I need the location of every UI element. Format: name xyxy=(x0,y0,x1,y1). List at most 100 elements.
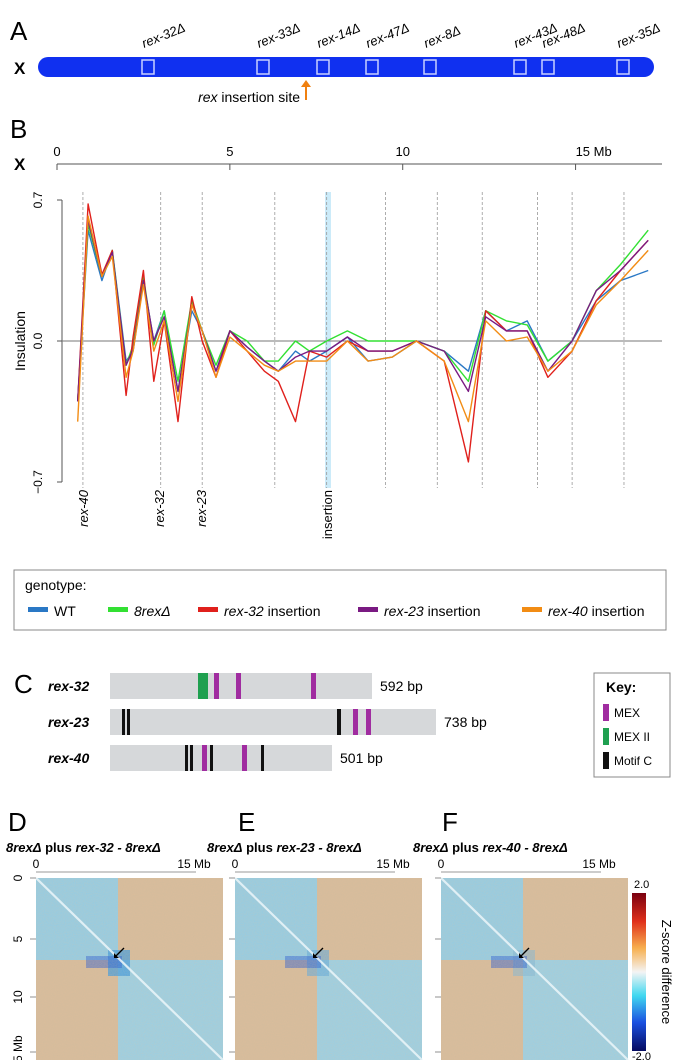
insertion-pointer-icon xyxy=(314,947,324,957)
legend-swatch xyxy=(522,607,542,612)
site-label-rex-32: rex-32 xyxy=(152,489,167,527)
heatmap-panel: 8rexΔ plus rex-23 - 8rexΔ 0 15 Mb xyxy=(207,840,423,1060)
panel-letter-c: C xyxy=(14,669,33,699)
boundary-guides xyxy=(82,192,625,488)
mb-tick-label: 5 xyxy=(226,144,233,159)
motif-mark xyxy=(353,709,358,735)
colorbar-max-label: 2.0 xyxy=(634,879,649,891)
legend-swatch xyxy=(358,607,378,612)
heatmap-top-tick: 0 xyxy=(438,857,445,871)
colorbar-gradient xyxy=(632,893,646,1051)
key-swatch xyxy=(603,728,609,745)
chromosome-x-bar xyxy=(38,57,654,77)
key-label: MEX xyxy=(614,706,640,720)
heatmap-left-tick: 0 xyxy=(11,874,25,881)
motif-key: Key: MEX MEX II Motif C xyxy=(593,672,671,778)
heatmap-panels: 8rexΔ plus rex-32 - 8rexΔ 0 15 Mb 0 5 10 15 Mb… xyxy=(6,840,629,1060)
key-swatch xyxy=(603,704,609,721)
insertion-arrow-head xyxy=(301,80,311,87)
rex-element-rex-40: rex-40 501 bp xyxy=(48,745,383,771)
rex-element-name: rex-23 xyxy=(48,714,89,730)
motif-mark xyxy=(242,745,247,771)
y-tick-zero: 0.0 xyxy=(31,332,45,349)
rex-site-marker xyxy=(513,59,527,75)
motif-mark xyxy=(236,673,241,699)
rex-site-marker xyxy=(316,59,330,75)
rex-deletion-label: rex-35Δ xyxy=(615,20,663,51)
rex-deletion-label: rex-8Δ xyxy=(422,23,463,51)
panel-c: rex-32 592 bp rex-23 738 bp rex-40 501 bp Key… xyxy=(48,672,671,778)
panel-a: X rex-32Δ rex-33Δ rex-14Δ rex-47Δ rex-8Δ rex-… xyxy=(14,20,662,105)
insulation-series-line xyxy=(77,215,649,423)
heatmap-left-tick: 15 Mb xyxy=(11,1035,25,1060)
motif-mark xyxy=(210,745,213,771)
motif-mark xyxy=(190,745,193,771)
mb-axis-ticks: 0 5 10 15 Mb xyxy=(53,144,612,170)
y-axis: 0.7 0.0 −0.7 Insulation xyxy=(12,191,63,494)
rex-element-name: rex-40 xyxy=(48,750,89,766)
rex-site-marker xyxy=(423,59,437,75)
rex-site-marker xyxy=(256,59,270,75)
insulation-series-line xyxy=(77,223,649,402)
rex-site-marker xyxy=(541,59,555,75)
rex-site-marker xyxy=(616,59,630,75)
insertion-site-label: rex insertion site xyxy=(198,89,300,105)
key-label: MEX II xyxy=(614,730,650,744)
heatmap-top-tick: 15 Mb xyxy=(376,857,410,871)
motif-mark xyxy=(337,709,341,735)
motif-mark xyxy=(311,673,316,699)
insertion-pointer-icon xyxy=(115,947,125,957)
motif-mark xyxy=(202,745,207,771)
legend-label: rex-23 insertion xyxy=(384,603,481,619)
rex-element-bar xyxy=(110,709,436,735)
heatmap-title: 8rexΔ plus rex-40 - 8rexΔ xyxy=(413,840,568,855)
rex-element-bar xyxy=(110,745,332,771)
panel-letter-e: E xyxy=(238,807,255,837)
panel-letter-a: A xyxy=(10,16,28,46)
key-title: Key: xyxy=(606,679,636,695)
site-label-insertion: insertion xyxy=(320,490,335,539)
rex-deletion-label: rex-47Δ xyxy=(364,20,412,51)
panel-b: X 0 5 10 15 Mb 0.7 0.0 −0.7 Insulation rex-… xyxy=(12,144,667,631)
motif-mark xyxy=(127,709,130,735)
y-axis-label: Insulation xyxy=(12,311,28,371)
rex-deletion-labels: rex-32Δ rex-33Δ rex-14Δ rex-47Δ rex-8Δ rex-43… xyxy=(140,20,663,51)
legend-swatch xyxy=(198,607,218,612)
motif-mark xyxy=(198,673,208,699)
mb-tick-label: 10 xyxy=(395,144,409,159)
rex-site-markers xyxy=(141,59,630,75)
heatmap-top-tick: 0 xyxy=(33,857,40,871)
legend-label: WT xyxy=(54,603,76,619)
y-tick-min: −0.7 xyxy=(31,470,45,494)
insulation-series xyxy=(77,203,649,463)
site-label-rex-40: rex-40 xyxy=(76,489,91,527)
heatmap-title: 8rexΔ plus rex-32 - 8rexΔ xyxy=(6,840,161,855)
motif-mark xyxy=(122,709,125,735)
motif-mark xyxy=(214,673,219,699)
site-labels: rex-40 rex-32 rex-23 insertion xyxy=(76,489,335,539)
rex-element-rex-32: rex-32 592 bp xyxy=(48,673,423,699)
chromosome-x-axis-label: X xyxy=(14,155,26,174)
rex-element-size: 501 bp xyxy=(340,750,383,766)
legend-label: rex-40 insertion xyxy=(548,603,645,619)
rex-element-size: 592 bp xyxy=(380,678,423,694)
key-swatch xyxy=(603,752,609,769)
legend-title: genotype: xyxy=(25,577,87,593)
heatmap-title: 8rexΔ plus rex-23 - 8rexΔ xyxy=(207,840,362,855)
heatmap-left-tick: 5 xyxy=(11,935,25,942)
genotype-legend: genotype: WT 8rexΔ rex-32 insertion rex-23 … xyxy=(13,569,667,631)
motif-mark xyxy=(366,709,371,735)
colorbar: 2.0 -2.0 Z-score difference xyxy=(632,879,674,1060)
mb-tick-label: 0 xyxy=(53,144,60,159)
heatmap-top-tick: 15 Mb xyxy=(582,857,616,871)
insertion-pointer-icon xyxy=(520,947,530,957)
insulation-series-line xyxy=(77,203,649,463)
rex-element-rex-23: rex-23 738 bp xyxy=(48,709,487,735)
colorbar-min-label: -2.0 xyxy=(632,1051,651,1060)
legend-label: rex-32 insertion xyxy=(224,603,321,619)
chromosome-x-label: X xyxy=(14,59,26,78)
panel-letter-b: B xyxy=(10,114,27,144)
panel-letter-d: D xyxy=(8,807,27,837)
rex-element-size: 738 bp xyxy=(444,714,487,730)
y-tick-max: 0.7 xyxy=(31,191,45,208)
